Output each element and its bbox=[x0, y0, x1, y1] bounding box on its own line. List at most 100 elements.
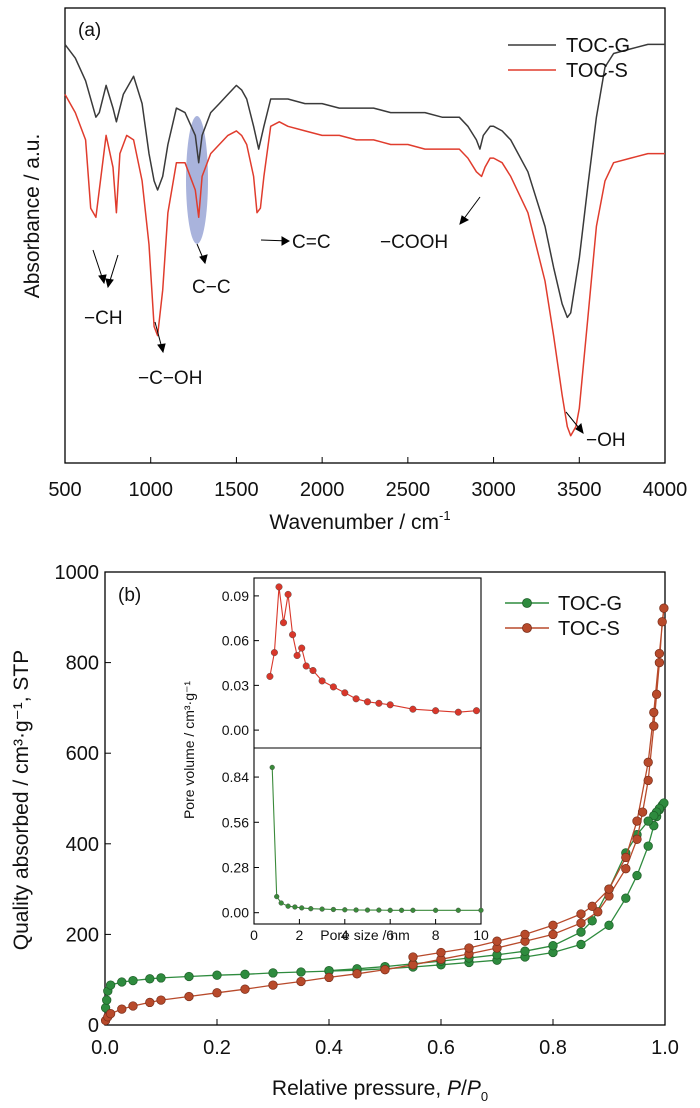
b-x-tick-label-2: 0.4 bbox=[315, 1037, 343, 1059]
series-line-toc-s bbox=[64, 94, 665, 437]
panel-b-series bbox=[100, 603, 669, 1026]
x-tick-label-500: 500 bbox=[48, 479, 81, 501]
inset-top-point-0 bbox=[266, 672, 274, 680]
point-toc-s-41 bbox=[548, 920, 558, 930]
inset-top-point-9 bbox=[309, 667, 317, 675]
point-toc-s-46 bbox=[408, 952, 418, 962]
b-x-tick-label-4: 0.8 bbox=[539, 1037, 567, 1059]
panel-a-series bbox=[64, 43, 665, 437]
point-toc-s-6 bbox=[156, 995, 166, 1005]
c-oh-arrowhead bbox=[157, 343, 166, 354]
point-toc-g-7 bbox=[156, 973, 166, 983]
legend-marker-b-toc-g bbox=[522, 598, 532, 608]
inset-top-point-12 bbox=[341, 689, 349, 697]
point-toc-s-32 bbox=[659, 603, 669, 613]
point-toc-g-35 bbox=[643, 816, 653, 826]
inset-bottom-point-7 bbox=[319, 906, 325, 912]
inset-bottom-y-tick-label-3: 0.84 bbox=[222, 769, 249, 785]
inset-top-point-19 bbox=[454, 708, 462, 716]
inset-top-point-15 bbox=[375, 699, 383, 707]
panel-a-ftir-chart: 500 1000 1500 2000 2500 3000 3500 4000 (a) TOC-… bbox=[21, 7, 687, 534]
point-toc-s-12 bbox=[324, 972, 334, 983]
point-toc-s-40 bbox=[576, 909, 586, 919]
inset-top-y-tick-label-3: 0.09 bbox=[222, 588, 249, 604]
annotation-c-oh: −C−OH bbox=[138, 368, 202, 389]
inset-top-point-7 bbox=[298, 644, 306, 652]
ch-arrowhead-1 bbox=[98, 274, 107, 285]
panel-a-y-axis-title: Absorbance / a.u. bbox=[21, 134, 44, 299]
b-x-tick-label-1: 0.2 bbox=[203, 1037, 231, 1059]
point-toc-s-25 bbox=[632, 834, 642, 844]
inset-x-tick-label-0: 0 bbox=[250, 927, 258, 943]
point-toc-g-41 bbox=[548, 941, 558, 951]
inset-bottom-point-3 bbox=[285, 903, 291, 909]
annotation-oh: −OH bbox=[586, 430, 626, 451]
point-toc-g-10 bbox=[240, 969, 250, 979]
inset-bottom-point-13 bbox=[387, 907, 393, 913]
inset-top-point-14 bbox=[364, 698, 372, 706]
series-line-toc-g bbox=[64, 43, 665, 319]
x-tick-label-3500: 3500 bbox=[557, 479, 602, 501]
point-toc-g-8 bbox=[184, 971, 194, 982]
inset-top-point-3 bbox=[280, 619, 288, 627]
cooh-arrowhead bbox=[459, 215, 469, 225]
point-toc-s-29 bbox=[651, 689, 662, 699]
annotation-cooh: −COOH bbox=[380, 232, 448, 253]
inset-top-point-1 bbox=[270, 649, 278, 657]
inset-bottom-point-4 bbox=[292, 904, 298, 910]
point-toc-s-35 bbox=[643, 757, 653, 767]
b-y-tick-label-200: 200 bbox=[66, 924, 99, 946]
annotation-ch: −CH bbox=[84, 308, 123, 329]
c-c-highlight-ellipse bbox=[186, 116, 208, 244]
b-y-tick-label-600: 600 bbox=[66, 743, 99, 765]
legend-label-b-toc-s: TOC-S bbox=[558, 618, 620, 640]
point-toc-g-9 bbox=[212, 970, 222, 980]
series-line-b-toc-g bbox=[104, 802, 665, 1008]
inset-x-tick-label-6: 6 bbox=[386, 927, 394, 943]
inset-top-point-11 bbox=[329, 683, 337, 691]
inset-bottom-point-12 bbox=[376, 907, 382, 913]
point-toc-s-38 bbox=[604, 884, 614, 894]
point-toc-g-6 bbox=[145, 974, 155, 984]
point-toc-s-34 bbox=[649, 707, 659, 718]
inset-top-point-20 bbox=[473, 707, 481, 715]
panel-b-legend: TOC-G TOC-S bbox=[505, 593, 622, 640]
inset-x-tick-label-2: 2 bbox=[296, 927, 304, 943]
point-toc-s-11 bbox=[296, 976, 306, 987]
inset-top-y-tick-label-0: 0.00 bbox=[222, 722, 249, 738]
point-toc-s-10 bbox=[268, 980, 278, 990]
panel-b-y-axis-title: Quality absorbed / cm³·g⁻¹, STP bbox=[10, 650, 33, 951]
inset-ticks: 0.00 0.03 0.06 0.09 0.00 0.28 0.56 0.84 0 2 4 6 8 10 bbox=[222, 588, 489, 943]
point-toc-s-14 bbox=[380, 965, 390, 975]
inset-x-tick-label-8: 8 bbox=[432, 927, 440, 943]
panel-b-label: (b) bbox=[118, 585, 141, 606]
inset-bottom-point-1 bbox=[274, 893, 280, 900]
x-tick-label-1500: 1500 bbox=[214, 479, 259, 501]
x-tick-label-2000: 2000 bbox=[300, 479, 345, 501]
inset-top-point-6 bbox=[293, 652, 301, 660]
annotation-c-c: C−C bbox=[192, 277, 231, 298]
panel-a-annotations bbox=[92, 196, 584, 434]
x-tick-label-2500: 2500 bbox=[386, 479, 431, 501]
inset-bottom-point-14 bbox=[399, 907, 405, 913]
point-toc-s-7 bbox=[184, 991, 194, 1002]
inset-x-tick-label-4: 4 bbox=[341, 927, 349, 943]
point-toc-s-5 bbox=[145, 997, 155, 1008]
point-toc-s-42 bbox=[520, 929, 530, 940]
inset-bottom-y-tick-label-1: 0.28 bbox=[222, 859, 249, 875]
point-toc-g-25 bbox=[632, 870, 642, 881]
b-y-tick-label-0: 0 bbox=[88, 1015, 99, 1037]
inset-bottom-point-5 bbox=[299, 905, 305, 911]
b-x-tick-label-3: 0.6 bbox=[427, 1037, 455, 1059]
point-toc-s-36 bbox=[632, 816, 642, 826]
point-toc-s-28 bbox=[649, 721, 659, 731]
inset-top-point-18 bbox=[432, 707, 440, 715]
inset-top-point-5 bbox=[289, 631, 297, 639]
legend-marker-b-toc-s bbox=[522, 623, 532, 633]
point-toc-s-31 bbox=[657, 617, 667, 627]
inset-top-point-4 bbox=[284, 590, 292, 598]
oh-arrowhead bbox=[575, 423, 584, 434]
b-y-tick-label-1000: 1000 bbox=[55, 562, 100, 584]
